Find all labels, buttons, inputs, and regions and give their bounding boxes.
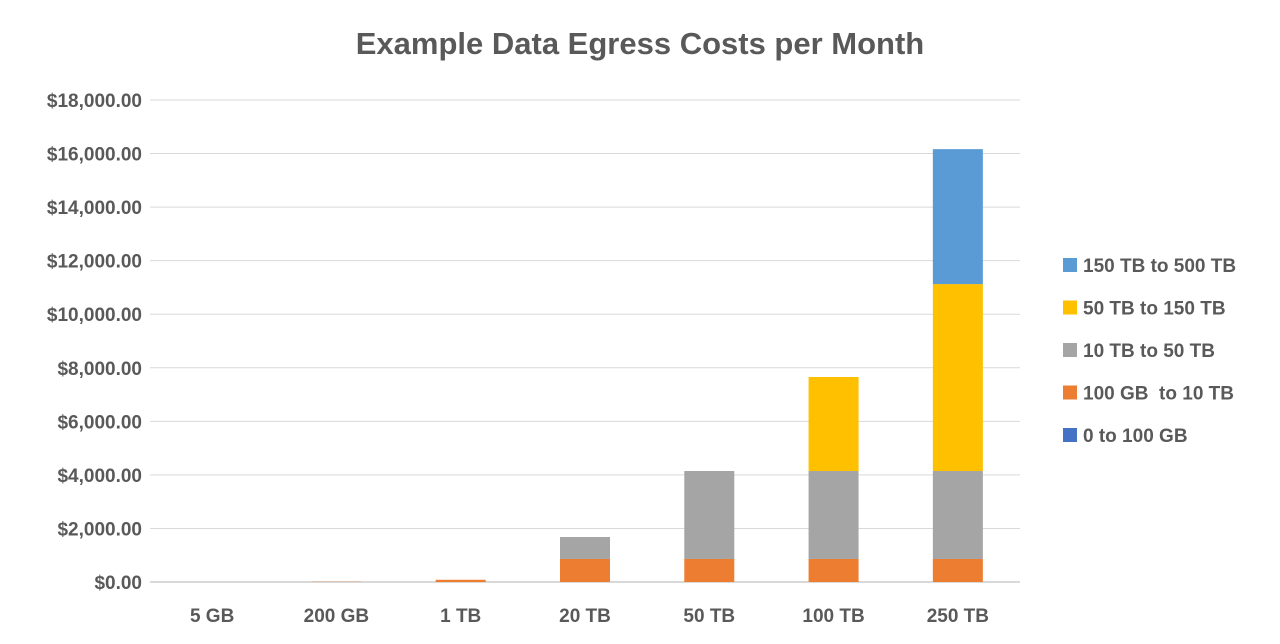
bar-segment: [932, 558, 983, 582]
bar-segment: [560, 537, 610, 559]
bar-segment: [932, 284, 983, 472]
bar-segment: [932, 471, 983, 559]
legend-label: 150 TB to 500 TB: [1083, 256, 1236, 277]
y-tick-label: $12,000.00: [47, 252, 142, 273]
bar-segment: [560, 558, 610, 582]
x-tick-label: 1 TB: [440, 606, 481, 627]
y-tick-label: $0.00: [94, 573, 142, 594]
y-tick-label: $16,000.00: [47, 145, 142, 166]
x-tick-label: 250 TB: [927, 606, 989, 627]
y-tick-label: $2,000.00: [57, 519, 142, 540]
y-tick-label: $8,000.00: [57, 359, 142, 380]
legend-swatch: [1063, 258, 1077, 272]
legend-swatch: [1063, 385, 1077, 400]
y-tick-label: $4,000.00: [57, 466, 142, 487]
y-tick-label: $10,000.00: [47, 305, 142, 326]
legend-label: 10 TB to 50 TB: [1083, 341, 1215, 362]
x-tick-label: 20 TB: [559, 606, 611, 627]
legend-swatch: [1063, 428, 1077, 442]
bar-segment: [435, 579, 486, 582]
bar-segment: [684, 471, 735, 559]
legend-label: 50 TB to 150 TB: [1083, 299, 1226, 320]
bar-segment: [932, 149, 983, 285]
legend-label: 0 to 100 GB: [1083, 426, 1188, 447]
bar-segment: [808, 471, 859, 559]
x-tick-label: 50 TB: [683, 606, 735, 627]
chart-title: Example Data Egress Costs per Month: [356, 26, 925, 61]
bar-segment: [808, 558, 859, 582]
y-tick-label: $18,000.00: [47, 91, 142, 112]
bar-segment: [808, 377, 859, 472]
x-tick-label: 100 TB: [802, 606, 864, 627]
x-tick-label: 5 GB: [190, 606, 234, 627]
legend-swatch: [1063, 343, 1077, 357]
y-tick-label: $6,000.00: [57, 412, 142, 433]
legend-label: 100 GB to 10 TB: [1083, 384, 1234, 405]
x-tick-label: 200 GB: [304, 606, 369, 627]
y-tick-label: $14,000.00: [47, 198, 142, 219]
legend-swatch: [1063, 300, 1077, 315]
bar-segment: [684, 558, 735, 582]
